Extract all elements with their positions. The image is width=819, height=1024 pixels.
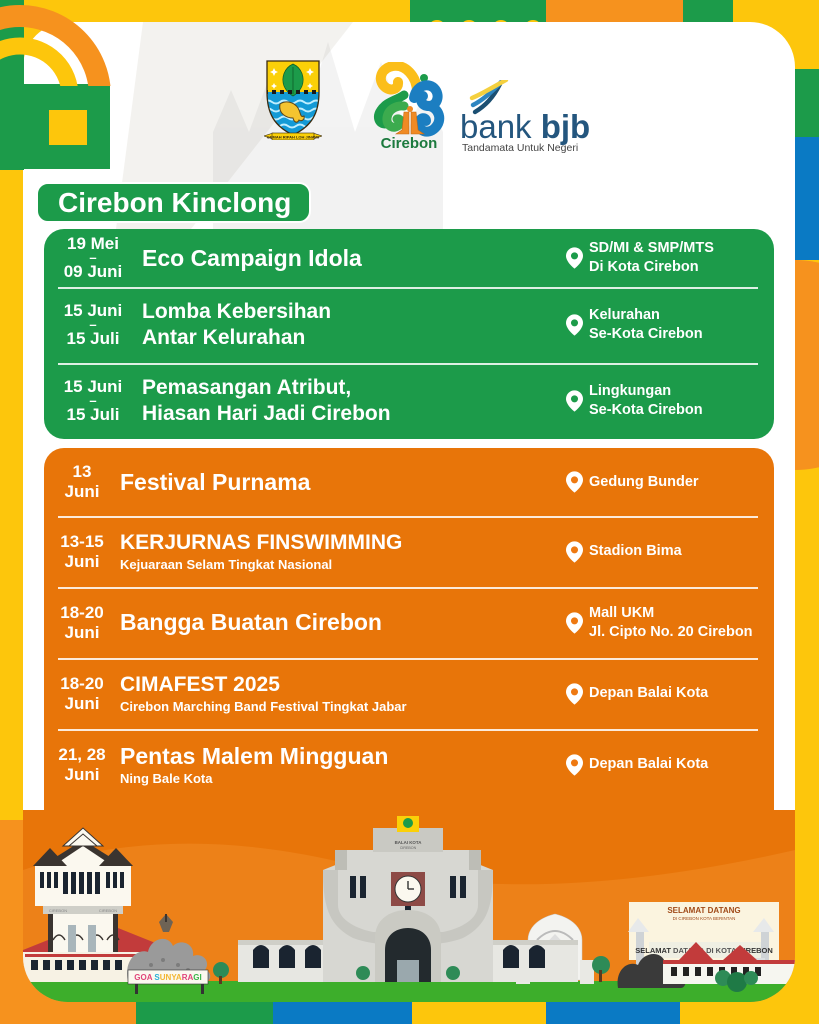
svg-text:Tandamata Untuk Negeri: Tandamata Untuk Negeri <box>462 142 578 154</box>
svg-text:SELAMAT DATANG: SELAMAT DATANG <box>667 906 740 915</box>
svg-text:CIREBON: CIREBON <box>99 908 117 913</box>
svg-text:bank bjb: bank bjb <box>460 108 590 145</box>
svg-text:CIREBON: CIREBON <box>400 846 417 850</box>
svg-text:CIREBON: CIREBON <box>49 908 67 913</box>
svg-text:GOA SUNYARAGI: GOA SUNYARAGI <box>134 973 201 982</box>
svg-text:GEMAH RIPAH LOH JINAWI: GEMAH RIPAH LOH JINAWI <box>267 135 320 140</box>
svg-text:Cirebon: Cirebon <box>381 135 438 152</box>
svg-text:DI CIREBON KOTA BERINTAN: DI CIREBON KOTA BERINTAN <box>673 916 736 921</box>
svg-text:BALAI KOTA: BALAI KOTA <box>395 840 423 845</box>
